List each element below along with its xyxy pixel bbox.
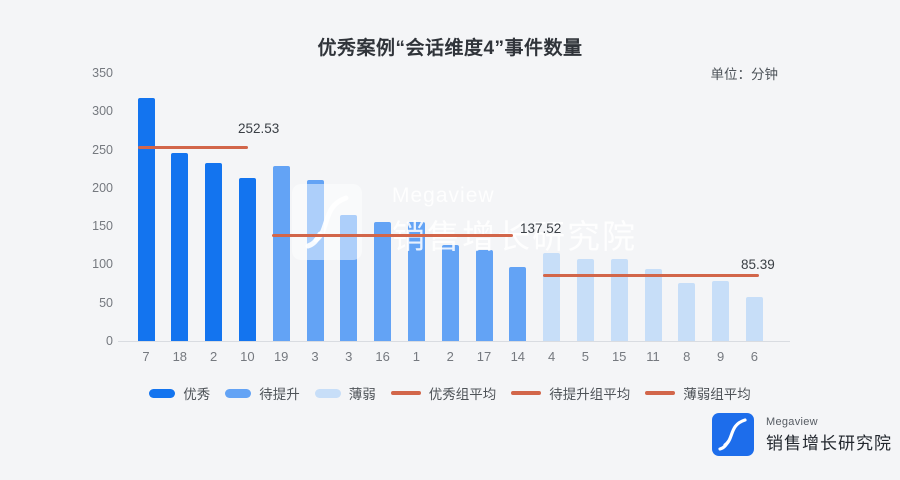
legend-label: 薄弱组平均 — [683, 387, 751, 402]
legend-label: 优秀组平均 — [428, 387, 497, 402]
page-title: 优秀案例“会话维度4”事件数量 — [317, 38, 583, 59]
y-tick-label: 50 — [99, 295, 113, 310]
bar-weak-5[interactable] — [576, 259, 594, 341]
legend-item-excellent[interactable]: 优秀 — [149, 383, 210, 403]
legend-swatch-improve — [225, 388, 252, 398]
mean-line-excellent — [138, 146, 248, 150]
x-tick-label: 8 — [683, 349, 691, 364]
legend-swatch-weak-avg — [645, 391, 676, 395]
legend-label: 优秀 — [183, 387, 211, 402]
bar-weak-8[interactable] — [678, 283, 696, 341]
legend-label: 薄弱 — [348, 387, 376, 402]
legend-swatch-weak — [314, 388, 341, 398]
brand-name: Megaview — [766, 415, 818, 428]
brand-logo-icon — [712, 413, 754, 456]
x-tick-label: 16 — [375, 349, 390, 364]
bar-weak-6[interactable] — [745, 297, 763, 341]
legend-swatch-improve-avg — [511, 391, 542, 395]
legend-item-excellent-avg[interactable]: 优秀组平均 — [390, 383, 497, 403]
bar-improve-1[interactable] — [407, 222, 425, 341]
y-tick-label: 200 — [92, 180, 113, 195]
bar-improve-3[interactable] — [306, 180, 324, 341]
x-tick-label: 6 — [750, 349, 758, 364]
bar-improve-14[interactable] — [509, 267, 527, 341]
x-tick-label: 5 — [581, 349, 589, 364]
mean-line-label-excellent: 252.53 — [238, 121, 280, 136]
y-tick-label: 250 — [92, 142, 113, 157]
x-tick-label: 9 — [716, 349, 725, 364]
x-tick-label: 3 — [345, 349, 353, 364]
legend-swatch-excellent-avg — [390, 391, 421, 395]
y-tick-label: 100 — [92, 257, 113, 272]
unit-label: 单位：分钟 — [710, 67, 779, 82]
brand-footer: Megaview 销售增长研究院 — [712, 413, 892, 456]
legend-item-weak[interactable]: 薄弱 — [314, 383, 376, 403]
mean-line-weak — [543, 274, 759, 278]
x-axis-baseline — [118, 341, 790, 342]
bar-weak-15[interactable] — [610, 259, 628, 341]
bar-improve-16[interactable] — [374, 222, 392, 341]
mean-line-label-weak: 85.39 — [741, 257, 775, 272]
x-tick-label: 11 — [646, 349, 660, 364]
y-tick-label: 300 — [92, 104, 113, 119]
y-tick-label: 150 — [92, 219, 113, 234]
x-tick-label: 1 — [412, 349, 420, 364]
bar-weak-9[interactable] — [712, 281, 730, 341]
watermark-brand: Megaview — [392, 184, 495, 207]
legend-swatch-excellent — [149, 388, 176, 398]
legend-item-improve-avg[interactable]: 待提升组平均 — [511, 383, 630, 403]
bar-excellent-10[interactable] — [238, 178, 256, 341]
x-tick-label: 17 — [476, 349, 492, 364]
x-tick-label: 15 — [611, 349, 627, 364]
legend-label: 待提升 — [259, 387, 300, 402]
x-tick-label: 2 — [209, 349, 218, 364]
legend: 优秀 待提升 薄弱 优秀组平均 待提升组平均 薄弱组平均 — [0, 383, 900, 403]
x-tick-label: 4 — [547, 349, 556, 364]
bar-excellent-18[interactable] — [171, 153, 189, 341]
legend-item-weak-avg[interactable]: 薄弱组平均 — [645, 383, 751, 403]
bar-weak-4[interactable] — [543, 253, 561, 341]
bar-excellent-7[interactable] — [137, 98, 155, 341]
brand-org: 销售增长研究院 — [766, 433, 892, 453]
x-tick-label: 10 — [240, 349, 255, 364]
y-tick-label: 350 — [92, 66, 113, 80]
mean-line-label-improve: 137.52 — [520, 221, 562, 236]
bar-improve-19[interactable] — [272, 166, 290, 341]
bar-excellent-2[interactable] — [205, 163, 223, 341]
x-tick-label: 7 — [142, 349, 150, 364]
y-tick-label: 0 — [106, 334, 113, 348]
legend-item-improve[interactable]: 待提升 — [225, 383, 300, 403]
x-tick-label: 3 — [311, 349, 319, 364]
mean-line-improve — [272, 234, 513, 238]
bar-improve-17[interactable] — [475, 250, 493, 341]
x-tick-label: 18 — [172, 349, 188, 364]
bar-improve-2[interactable] — [441, 245, 459, 341]
bar-weak-11[interactable] — [644, 269, 662, 341]
x-tick-label: 19 — [273, 349, 289, 364]
x-tick-label: 14 — [510, 349, 526, 364]
bar-improve-3[interactable] — [340, 215, 358, 341]
x-tick-label: 2 — [446, 349, 454, 364]
legend-label: 待提升组平均 — [549, 387, 631, 402]
